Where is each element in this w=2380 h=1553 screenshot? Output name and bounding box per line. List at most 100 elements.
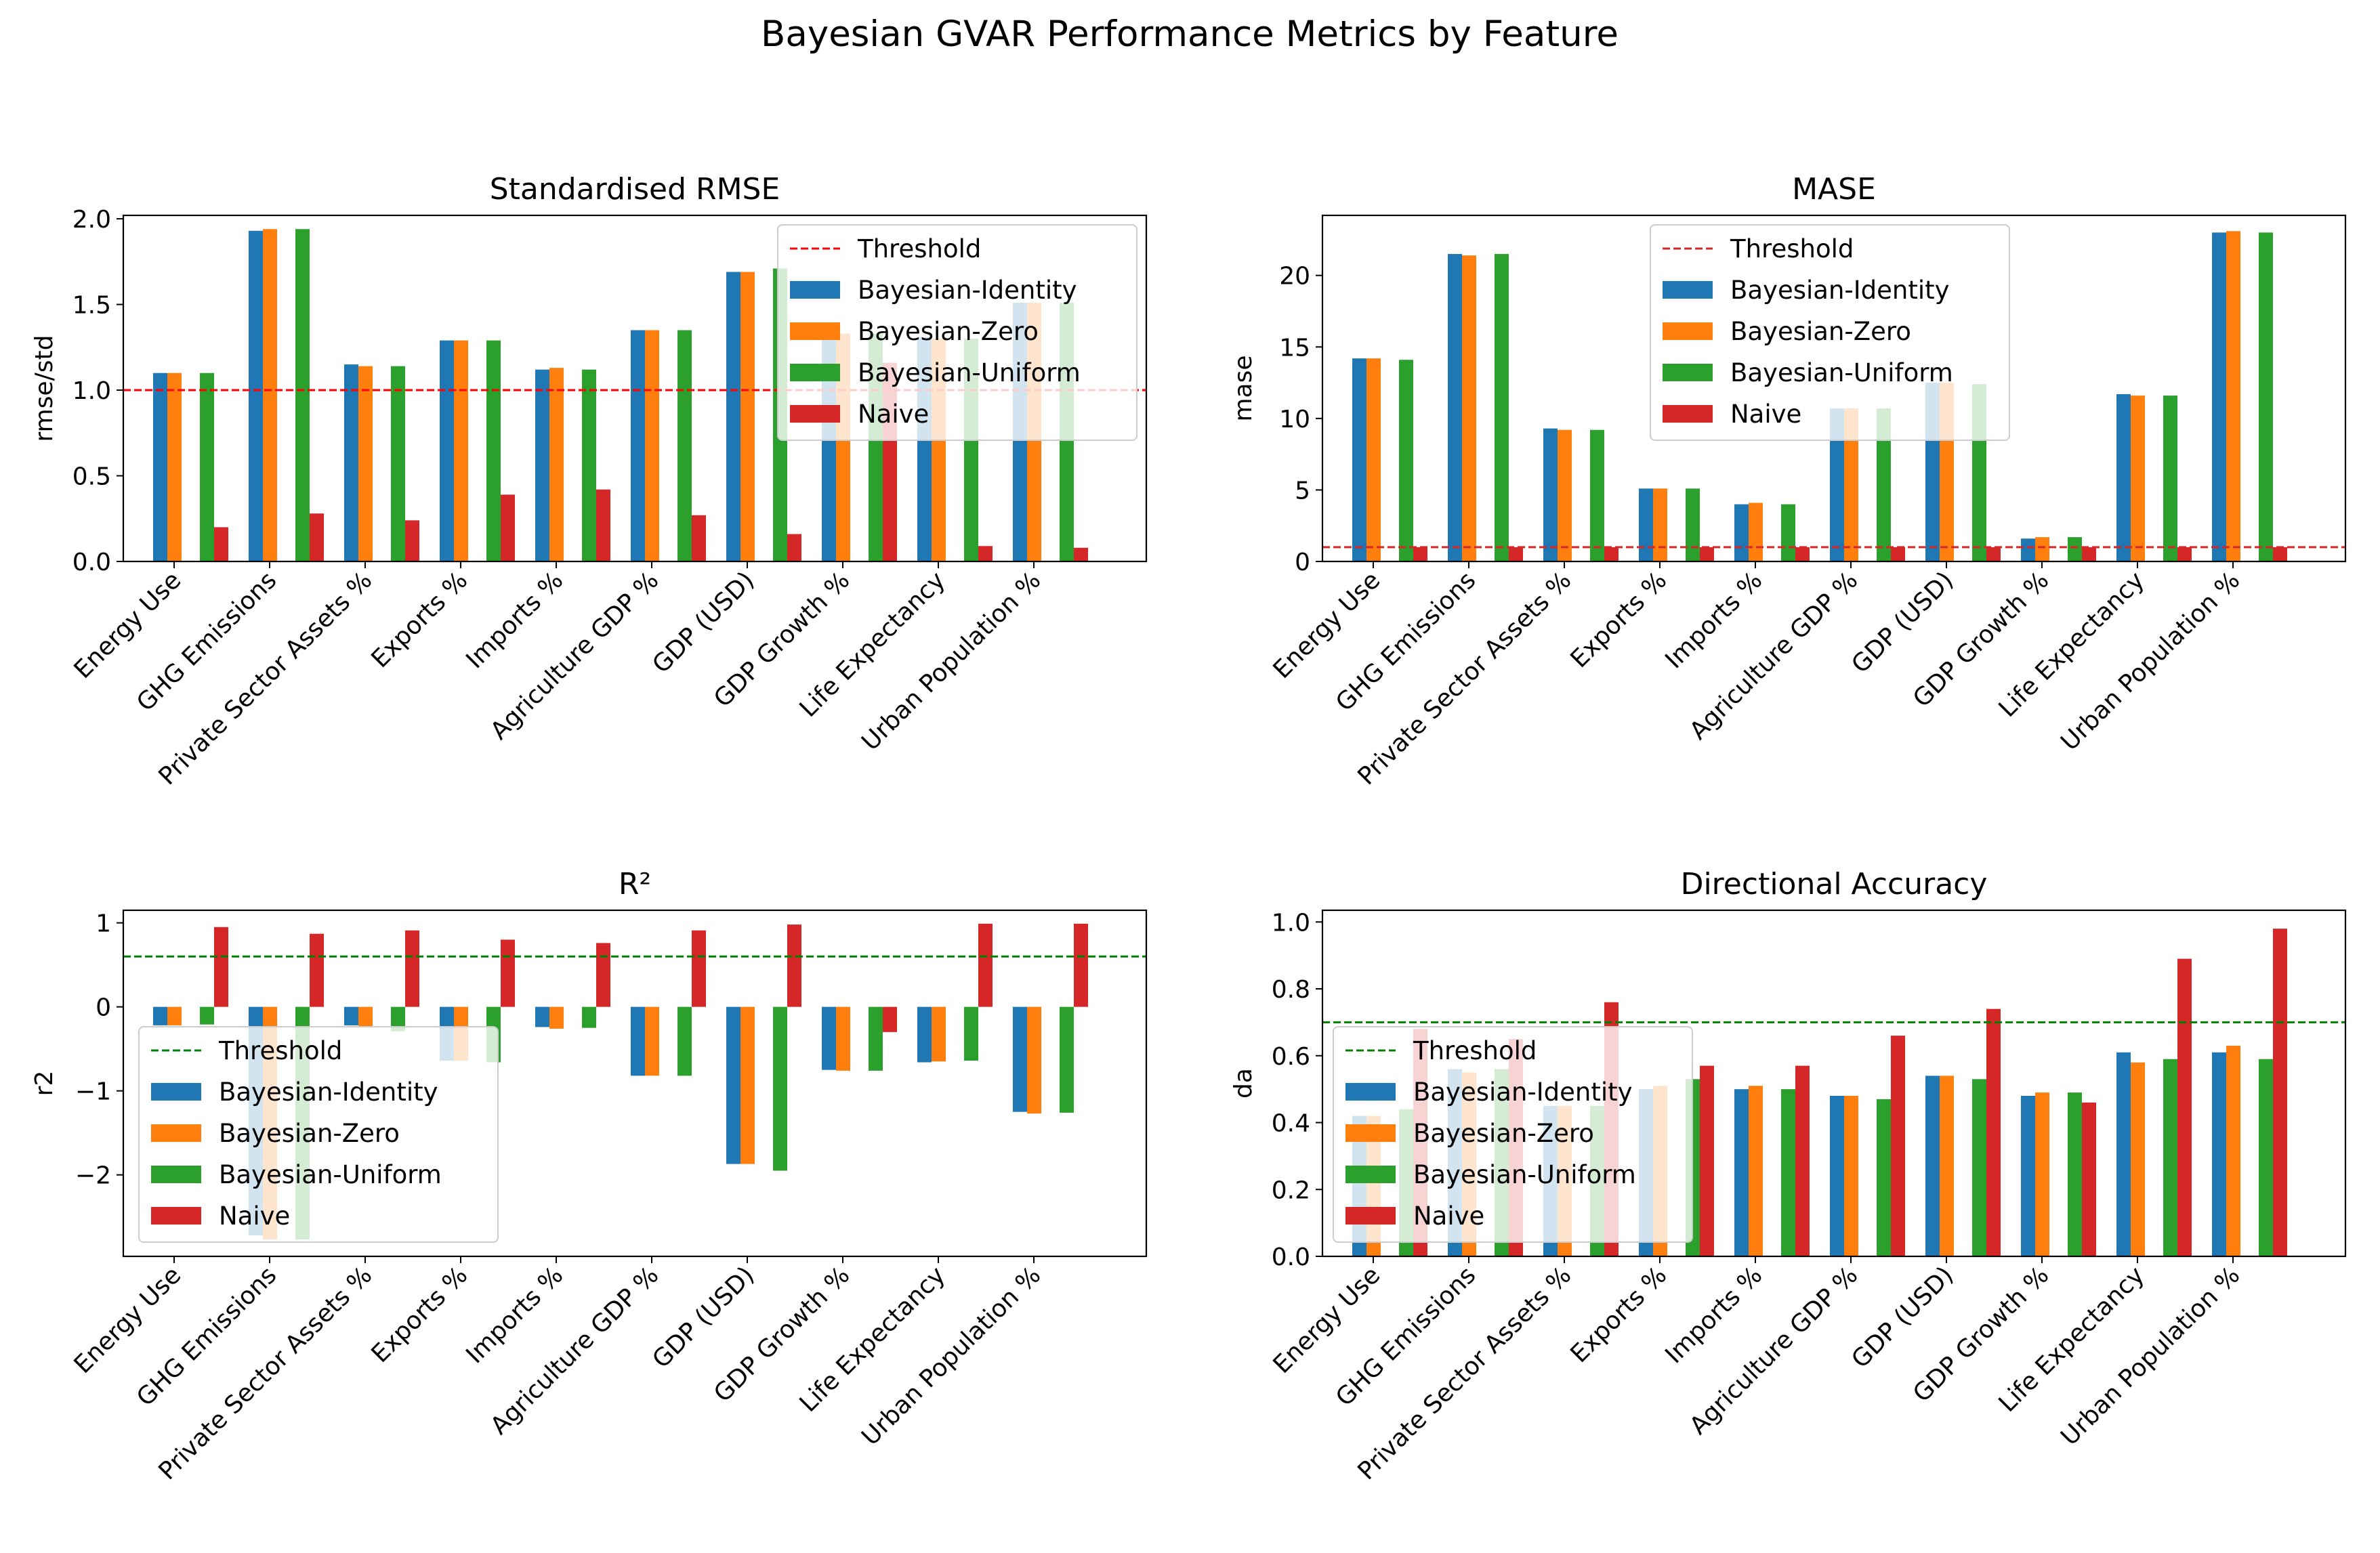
legend-swatch-identity [151, 1083, 201, 1101]
bar-zero [549, 1006, 564, 1029]
bar-naive [1700, 1065, 1714, 1256]
bar-identity [2212, 232, 2226, 561]
legend-swatch-identity [790, 281, 840, 299]
x-tick-label: Exports % [1566, 566, 1673, 673]
legend-label: Naive [219, 1201, 290, 1231]
legend-label: Bayesian-Zero [1413, 1119, 1594, 1148]
legend-label: Naive [1730, 400, 1801, 429]
y-tick-label: 1.5 [72, 292, 111, 320]
plot-frame [122, 909, 1148, 1258]
legend-swatch-naive [1663, 405, 1713, 423]
bar-identity [1543, 428, 1558, 561]
legend-swatch-zero [151, 1124, 201, 1142]
y-tick-label: 10 [1279, 406, 1310, 433]
bar-uniform [2068, 1092, 2082, 1256]
bar-identity [535, 369, 549, 561]
bar-identity [440, 340, 454, 561]
x-tick-label: Agriculture GDP % [485, 566, 664, 745]
bar-uniform [1495, 254, 1509, 561]
y-tick-label: 1.0 [72, 377, 111, 405]
bar-zero [1940, 1076, 1954, 1256]
y-axis-label: da [1230, 1068, 1257, 1099]
legend-swatch-uniform [151, 1166, 201, 1183]
x-tick-label: Exports % [367, 1261, 474, 1368]
bar-uniform [1060, 1006, 1074, 1113]
y-tick-label: 0.0 [72, 549, 111, 576]
chart-title: Directional Accuracy [1681, 867, 1988, 901]
bar-identity [344, 1006, 358, 1025]
bar-uniform [2163, 1059, 2177, 1256]
bar-zero [2131, 396, 2145, 561]
bar-naive [2177, 958, 2192, 1256]
legend-label: Bayesian-Identity [1730, 276, 1950, 305]
bar-zero [549, 368, 564, 561]
legend-swatch-uniform [790, 364, 840, 381]
bar-identity [726, 1006, 740, 1164]
y-tick-label: 1 [96, 910, 111, 938]
y-tick-label: −1 [75, 1078, 111, 1106]
bar-zero [932, 1006, 946, 1062]
chart-title: MASE [1792, 172, 1876, 207]
bar-zero [1844, 408, 1858, 561]
bar-uniform [1590, 429, 1604, 561]
bar-uniform [200, 373, 214, 561]
legend-label: Bayesian-Identity [858, 276, 1077, 305]
legend-label: Naive [858, 400, 929, 429]
bar-zero [740, 1006, 755, 1164]
bar-uniform [391, 366, 405, 561]
legend-swatch-naive [151, 1207, 201, 1225]
bar-identity [153, 373, 167, 561]
bar-zero [2226, 231, 2240, 561]
bar-zero [740, 272, 755, 561]
bar-zero [167, 1006, 182, 1025]
legend-label: Bayesian-Zero [219, 1119, 400, 1148]
bar-naive [1413, 547, 1427, 561]
bar-zero [1462, 255, 1476, 561]
bar-naive [1795, 1065, 1810, 1256]
bar-identity [344, 364, 358, 561]
bar-uniform [2259, 232, 2273, 561]
x-tick-label: Urban Population % [856, 566, 1046, 756]
bar-uniform [2068, 537, 2082, 561]
y-tick-label: 0.8 [1272, 976, 1310, 1004]
chart-directional-accuracy: Directional Accuracy da 0.0 0.2 0.4 0.6 0.8 1.0… [1230, 867, 2347, 1485]
legend-box [1650, 224, 2010, 441]
bar-naive [1604, 547, 1619, 561]
bar-naive [2273, 547, 2287, 561]
x-tick-label: Agriculture GDP % [485, 1261, 664, 1440]
bar-uniform [1686, 488, 1700, 561]
chart-title: Standardised RMSE [490, 172, 780, 207]
bar-naive [1891, 547, 1905, 561]
bar-naive [596, 943, 610, 1007]
bar-uniform [677, 330, 692, 561]
bar-uniform [2163, 396, 2177, 561]
legend-label: Naive [1413, 1201, 1484, 1231]
legend-label: Threshold [1413, 1036, 1537, 1065]
bar-zero [2035, 537, 2049, 561]
legend-box [138, 1026, 499, 1243]
bar-zero [836, 1006, 850, 1071]
bar-uniform [1972, 1079, 1986, 1256]
bar-uniform [2259, 1059, 2273, 1256]
bar-identity [726, 272, 740, 561]
bar-identity [535, 1006, 549, 1027]
bar-zero [454, 340, 468, 561]
y-tick-label: 0 [96, 994, 111, 1022]
x-tick-label: Exports % [367, 566, 474, 673]
bar-naive [214, 527, 228, 561]
y-tick-label: 20 [1279, 263, 1310, 291]
bar-naive [1509, 547, 1523, 561]
bar-naive [596, 489, 610, 561]
legend-label: Bayesian-Identity [219, 1078, 438, 1107]
legend: Threshold Bayesian-Identity Bayesian-Zero B… [777, 224, 1137, 441]
plot-frame [1321, 214, 2347, 563]
legend: Threshold Bayesian-Identity Bayesian-Zero B… [138, 1026, 499, 1243]
bar-naive [2177, 547, 2192, 561]
bar-naive [692, 515, 706, 561]
bar-naive [978, 546, 993, 561]
bar-naive [1795, 547, 1810, 561]
bar-uniform [773, 1006, 787, 1171]
legend-label: Threshold [1730, 234, 1854, 263]
bar-naive [2082, 547, 2096, 561]
bar-uniform [1781, 1089, 1795, 1256]
